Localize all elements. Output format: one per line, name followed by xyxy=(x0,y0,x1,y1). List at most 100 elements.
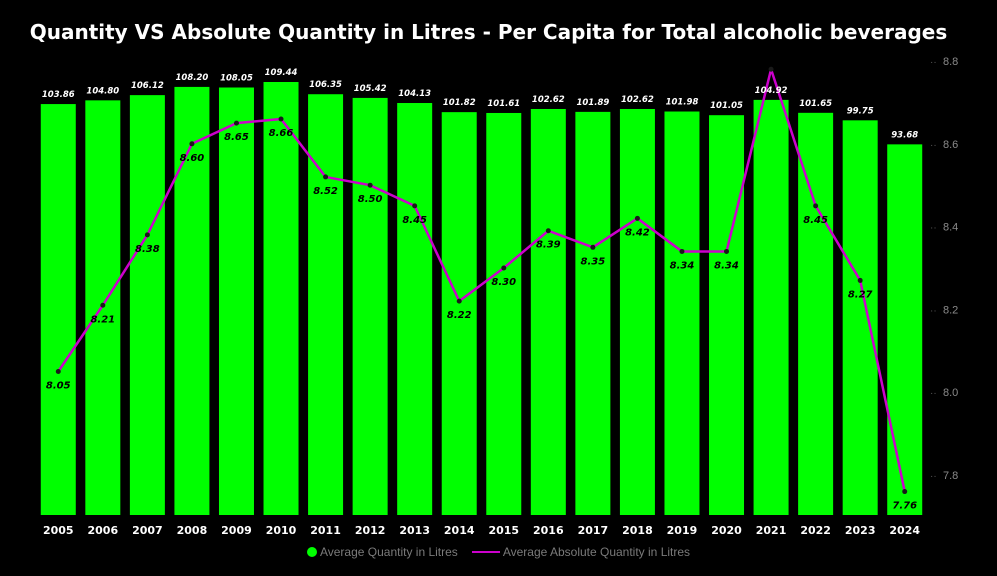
x-tick-label: 2007 xyxy=(132,524,163,537)
bar[interactable] xyxy=(129,95,165,516)
bar-value-label: 104.13 xyxy=(398,89,431,99)
bar[interactable] xyxy=(352,97,388,515)
y2-tick-mark: ·· xyxy=(930,57,937,68)
line-value-label: 8.27 xyxy=(848,289,873,300)
bar[interactable] xyxy=(218,87,254,515)
line-point[interactable] xyxy=(902,489,908,495)
line-point[interactable] xyxy=(233,120,239,126)
line-value-label: 8.21 xyxy=(90,314,115,325)
x-tick-label: 2010 xyxy=(266,524,297,537)
line-value-label: 8.38 xyxy=(135,244,160,255)
bar-value-label: 105.42 xyxy=(354,84,387,94)
x-tick-label: 2020 xyxy=(711,524,742,537)
bar-value-label: 102.62 xyxy=(532,95,565,105)
bar[interactable] xyxy=(486,112,522,516)
legend-item-bar[interactable]: Average Quantity in Litres xyxy=(306,545,458,559)
bar-value-label: 101.98 xyxy=(666,98,699,108)
legend-bar-label: Average Quantity in Litres xyxy=(319,545,458,559)
y2-tick-mark: ·· xyxy=(930,305,937,316)
x-tick-label: 2016 xyxy=(533,524,564,537)
bar[interactable] xyxy=(174,86,210,515)
y2-tick-mark: ·· xyxy=(930,388,937,399)
x-tick-label: 2018 xyxy=(622,524,653,537)
line-value-label: 8.45 xyxy=(402,215,427,226)
bar-value-label: 93.68 xyxy=(891,130,918,140)
bar[interactable] xyxy=(308,94,344,516)
chart-legend: Average Quantity in Litres Average Absol… xyxy=(0,545,997,559)
x-tick-label: 2009 xyxy=(221,524,252,537)
legend-item-line[interactable]: Average Absolute Quantity in Litres xyxy=(471,545,690,559)
y2-tick-label: 8.4 xyxy=(943,222,958,234)
bar[interactable] xyxy=(753,99,789,515)
line-point[interactable] xyxy=(545,228,551,234)
x-tick-label: 2017 xyxy=(578,524,609,537)
line-point[interactable] xyxy=(857,277,863,283)
line-value-label: 8.42 xyxy=(625,227,650,238)
y2-tick-label: 7.8 xyxy=(943,470,958,482)
bar[interactable] xyxy=(575,111,611,516)
line-point[interactable] xyxy=(813,203,819,209)
line-point[interactable] xyxy=(367,182,373,188)
x-tick-label: 2008 xyxy=(177,524,208,537)
bar[interactable] xyxy=(887,144,923,515)
line-value-label: 8.22 xyxy=(447,310,472,321)
line-point[interactable] xyxy=(144,232,150,238)
line-series xyxy=(57,68,906,492)
x-tick-label: 2005 xyxy=(43,524,74,537)
x-tick-label: 2012 xyxy=(355,524,386,537)
line-point[interactable] xyxy=(634,215,640,221)
line-value-label: 7.76 xyxy=(892,501,917,512)
bar[interactable] xyxy=(709,115,745,516)
line-point[interactable] xyxy=(278,116,284,122)
bar-value-label: 101.82 xyxy=(443,98,476,108)
line-value-label: 8.35 xyxy=(581,256,606,267)
bar[interactable] xyxy=(798,112,834,516)
line-point[interactable] xyxy=(55,369,61,374)
legend-bar-swatch xyxy=(306,547,317,557)
x-tick-label: 2024 xyxy=(889,524,920,537)
legend-line-swatch xyxy=(471,551,500,553)
x-tick-label: 2014 xyxy=(444,524,475,537)
x-tick-label: 2011 xyxy=(310,524,341,537)
line-value-label: 8.50 xyxy=(358,194,383,205)
chart-title: Quantity VS Absolute Quantity in Litres … xyxy=(29,20,948,44)
line-point[interactable] xyxy=(100,302,106,308)
line-value-label: 8.45 xyxy=(803,215,828,226)
line-value-label: 8.52 xyxy=(313,186,338,197)
line-point[interactable] xyxy=(412,203,418,209)
bar[interactable] xyxy=(40,104,76,515)
bar[interactable] xyxy=(530,108,566,515)
line-point[interactable] xyxy=(679,248,685,254)
x-tick-label: 2019 xyxy=(667,524,698,537)
line-value-label: 8.66 xyxy=(269,128,294,139)
bar-value-label: 99.75 xyxy=(847,106,874,116)
bar-value-label: 106.35 xyxy=(309,80,342,90)
bar-value-label: 102.62 xyxy=(621,95,654,105)
bar-value-label: 108.20 xyxy=(176,73,209,83)
bar[interactable] xyxy=(664,111,700,515)
line-point[interactable] xyxy=(501,265,507,271)
line-point[interactable] xyxy=(724,248,730,254)
line-point[interactable] xyxy=(323,174,329,180)
x-tick-label: 2022 xyxy=(800,524,831,537)
line-value-label: 8.34 xyxy=(670,260,695,271)
line-point[interactable] xyxy=(590,244,596,250)
line-point[interactable] xyxy=(456,298,462,304)
line-point[interactable] xyxy=(768,66,774,72)
y2-tick-mark: ·· xyxy=(930,471,937,482)
x-tick-label: 2021 xyxy=(756,524,787,537)
x-tick-label: 2023 xyxy=(845,524,876,537)
y2-tick-label: 8.0 xyxy=(943,387,958,399)
line-point[interactable] xyxy=(189,141,195,147)
bar-value-label: 104.92 xyxy=(755,86,788,96)
x-tick-label: 2006 xyxy=(88,524,119,537)
bar[interactable] xyxy=(842,120,878,516)
line-value-label: 8.30 xyxy=(491,277,516,288)
line-value-label: 8.05 xyxy=(46,381,71,392)
bar[interactable] xyxy=(619,108,655,515)
bar[interactable] xyxy=(441,112,477,516)
line-value-label: 8.34 xyxy=(714,260,739,271)
bar[interactable] xyxy=(263,82,299,515)
bar[interactable] xyxy=(397,103,433,516)
